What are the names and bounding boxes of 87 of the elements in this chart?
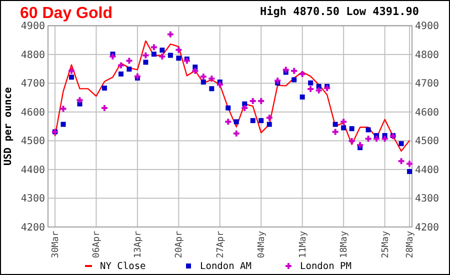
- chart-title: 60 Day Gold: [20, 5, 112, 22]
- point: [265, 114, 274, 122]
- y2-tick-label: 4500: [415, 136, 440, 148]
- y-tick-label: 4400: [20, 164, 45, 176]
- point: [406, 160, 414, 168]
- point: [331, 128, 340, 136]
- x-tick-label: 27Apr: [216, 230, 226, 258]
- y-tick-label: 4900: [20, 21, 45, 32]
- point: [176, 56, 182, 61]
- x-tick-label: 11May: [298, 230, 308, 258]
- y-tick-label: 4600: [20, 107, 45, 118]
- y2-tick-label: 4300: [415, 194, 440, 205]
- y-tick-label: 4800: [20, 50, 45, 61]
- y-tick-label: 4700: [20, 78, 45, 90]
- x-tick-label: 04May: [257, 230, 268, 258]
- point: [340, 118, 348, 126]
- point: [216, 80, 224, 89]
- point: [341, 125, 346, 130]
- point: [150, 43, 158, 52]
- point: [166, 30, 174, 38]
- point: [200, 80, 206, 85]
- point: [366, 127, 371, 132]
- point: [380, 134, 389, 143]
- y2-tick-label: 4900: [415, 21, 440, 32]
- point: [76, 96, 84, 104]
- y2-tick-label: 4400: [415, 164, 440, 176]
- legend-label: NY Close: [100, 261, 146, 272]
- y2-tick-label: 4200: [415, 222, 440, 234]
- point: [266, 122, 272, 127]
- point: [142, 51, 150, 60]
- y2-tick-label: 4800: [415, 50, 440, 61]
- x-tick-label: 20Apr: [174, 230, 185, 258]
- y2-tick-label: 4700: [415, 78, 440, 90]
- line-series: [54, 40, 410, 152]
- point: [323, 84, 332, 92]
- x-tick-label: 13Apr: [133, 230, 144, 258]
- x-tick-label: 25May: [380, 230, 391, 258]
- legend-label: London PM: [300, 261, 352, 272]
- point: [332, 122, 338, 127]
- x-tick-label: 28May: [406, 230, 416, 258]
- point: [364, 134, 372, 143]
- point: [290, 66, 298, 75]
- point: [191, 66, 200, 75]
- point: [314, 86, 323, 94]
- point: [59, 104, 68, 113]
- point: [126, 66, 132, 72]
- point: [407, 169, 412, 174]
- point: [160, 48, 165, 53]
- x-tick-label: 06Apr: [92, 230, 102, 258]
- y2-tick-label: 4600: [415, 107, 440, 118]
- point: [151, 52, 156, 57]
- chart-subtitle: High 4870.50 Low 4391.90: [260, 5, 419, 18]
- y-tick-label: 4500: [20, 136, 45, 148]
- point: [372, 134, 381, 143]
- point: [282, 66, 290, 74]
- point: [300, 94, 305, 100]
- point: [398, 141, 404, 146]
- point: [208, 74, 216, 83]
- point: [174, 46, 183, 54]
- point: [397, 157, 406, 166]
- point: [125, 56, 134, 65]
- point: [60, 122, 66, 127]
- point: [199, 72, 208, 81]
- point: [349, 126, 354, 132]
- point: [224, 118, 232, 126]
- point: [274, 76, 282, 85]
- point: [168, 52, 173, 58]
- point: [226, 105, 231, 110]
- point: [258, 118, 264, 124]
- y-axis-title: USD per ounce: [3, 87, 14, 166]
- point: [118, 72, 124, 77]
- point: [102, 86, 107, 91]
- point: [308, 80, 314, 86]
- legend-label: London AM: [200, 261, 252, 272]
- y-tick-label: 4300: [20, 194, 45, 205]
- point: [209, 86, 214, 92]
- point: [116, 61, 125, 70]
- point: [182, 56, 191, 65]
- x-tick-label: 18May: [340, 230, 350, 258]
- point: [68, 74, 74, 80]
- point: [143, 60, 148, 65]
- point: [133, 72, 142, 80]
- x-tick-label: 30Mar: [51, 230, 62, 258]
- point: [234, 119, 239, 124]
- point: [250, 118, 256, 124]
- y-tick-label: 4200: [20, 222, 45, 234]
- point: [292, 77, 297, 82]
